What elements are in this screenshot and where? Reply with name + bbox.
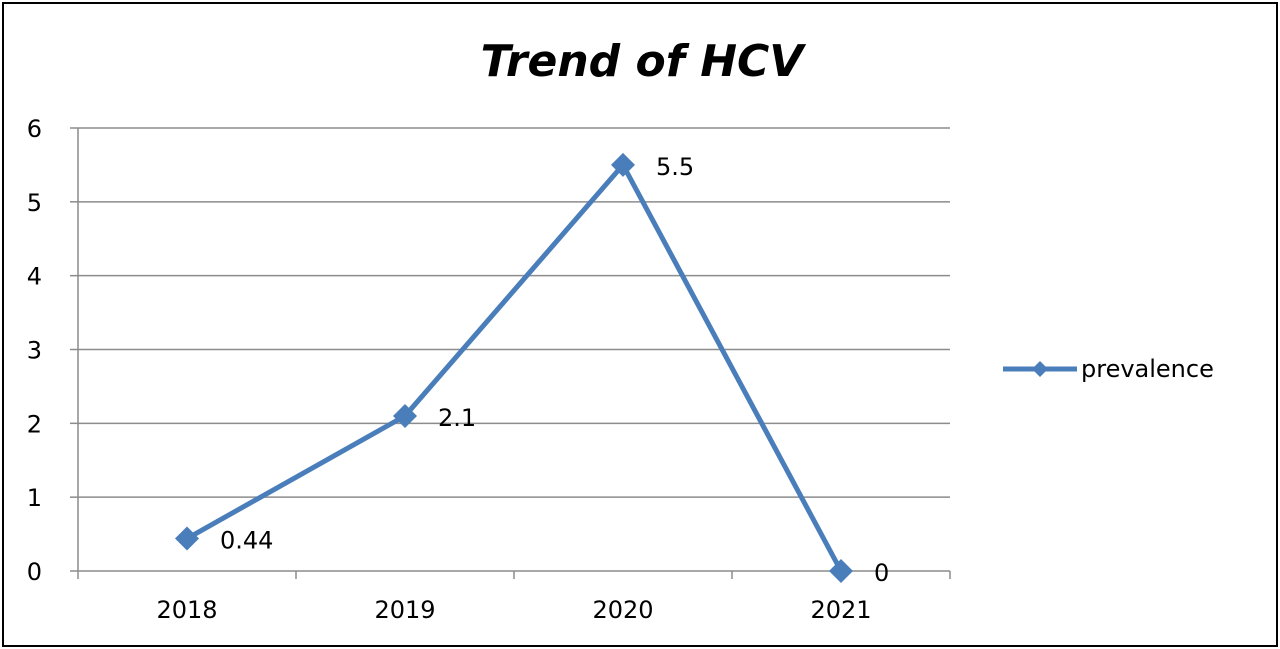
axes: 0 1 2 3 4 5 6 2018 2019 2020 2021 [27,115,951,624]
x-tick-label: 2021 [810,596,871,624]
series-line [185,162,844,573]
data-point-marker [175,526,199,551]
x-tick-label: 2019 [374,596,435,624]
gridlines [78,127,950,498]
y-tick-label: 2 [27,410,42,438]
x-tick-label: 2018 [156,596,217,624]
y-tick-label: 1 [27,484,42,512]
legend: prevalence [1003,355,1214,383]
legend-label: prevalence [1081,355,1214,383]
y-tick-label: 4 [27,263,42,291]
legend-marker [1032,361,1048,377]
data-label: 0.44 [220,527,273,555]
data-point-marker [829,559,853,583]
data-label: 2.1 [438,404,476,432]
data-label: 0 [874,559,889,587]
y-tick-label: 3 [27,337,42,365]
chart-title: Trend of HCV [481,36,807,87]
data-point-marker [393,403,417,428]
y-tick-label: 5 [27,189,42,217]
data-label: 5.5 [656,153,694,181]
x-tick-label: 2020 [592,596,653,624]
series-prevalence: 0.44 2.1 5.5 0 [175,152,889,587]
y-tick-label: 6 [27,115,42,143]
data-point-marker [611,152,635,177]
y-tick-label: 0 [27,558,42,586]
